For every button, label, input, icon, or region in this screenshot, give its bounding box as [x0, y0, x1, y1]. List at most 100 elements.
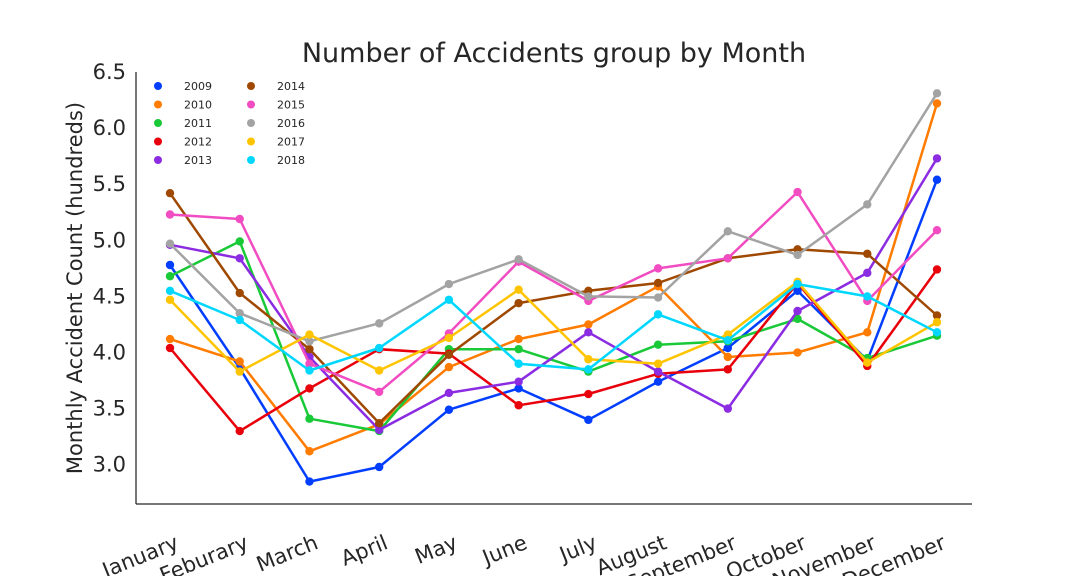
y-tick-label: 5.0: [93, 228, 126, 252]
data-point: [653, 310, 663, 319]
y-axis-label: Monthly Accident Count (hundreds): [63, 102, 87, 474]
data-point: [584, 415, 593, 425]
data-point: [723, 335, 733, 345]
data-point: [444, 388, 454, 398]
legend-item: 2013: [154, 154, 212, 167]
data-point: [235, 237, 244, 246]
legend-item: 2016: [247, 117, 305, 130]
x-tick-label: July: [554, 530, 600, 567]
data-point: [165, 334, 175, 344]
legend-item: 2010: [154, 99, 212, 112]
legend-marker: [247, 156, 255, 164]
data-point: [444, 295, 454, 304]
legend-label: 2014: [277, 80, 305, 93]
data-point: [305, 366, 314, 375]
legend-item: 2018: [247, 154, 305, 167]
data-point: [514, 285, 523, 294]
data-point: [793, 348, 802, 357]
data-point: [653, 359, 663, 368]
y-tick-label: 3.0: [93, 453, 126, 477]
data-point: [932, 226, 942, 235]
data-point: [653, 340, 663, 349]
legend-label: 2011: [184, 117, 212, 130]
data-point: [444, 362, 454, 372]
data-point: [863, 249, 872, 258]
data-point: [305, 477, 314, 486]
data-point: [653, 278, 663, 288]
data-point: [932, 154, 942, 163]
legend-item: 2017: [247, 136, 305, 149]
series-line: [169, 103, 939, 453]
data-point: [514, 401, 523, 410]
data-point: [374, 319, 384, 328]
legend-marker: [154, 156, 162, 164]
data-point: [165, 272, 175, 281]
series-line: [169, 280, 938, 373]
data-point: [305, 384, 314, 393]
data-point: [584, 389, 593, 399]
data-point: [793, 306, 802, 316]
data-point: [653, 293, 663, 302]
x-tick-label: June: [477, 530, 530, 570]
data-point: [793, 314, 802, 324]
series-2013: [165, 154, 942, 435]
data-point: [305, 414, 314, 423]
data-point: [584, 365, 593, 374]
legend-item: 2014: [247, 80, 305, 93]
legend-marker: [247, 100, 255, 109]
legend-marker: [154, 137, 162, 146]
data-point: [235, 367, 244, 376]
y-tick-label: 6.5: [93, 60, 126, 84]
series-line: [169, 268, 939, 433]
data-point: [165, 188, 175, 198]
data-point: [444, 279, 454, 289]
data-point: [374, 387, 384, 396]
data-point: [723, 343, 733, 353]
data-point: [932, 318, 942, 327]
legend-label: 2018: [277, 154, 305, 167]
data-point: [165, 295, 175, 304]
legend-label: 2009: [184, 80, 212, 93]
series-line: [169, 157, 939, 432]
legend-marker: [154, 100, 162, 109]
y-tick-label: 5.5: [93, 172, 126, 196]
legend-label: 2016: [277, 117, 305, 130]
data-point: [863, 328, 872, 337]
data-point: [514, 377, 523, 386]
data-point: [305, 344, 314, 354]
data-point: [235, 357, 244, 366]
data-point: [863, 268, 872, 278]
data-point: [235, 288, 244, 298]
series-2016: [165, 89, 942, 346]
legend-item: 2012: [154, 136, 212, 149]
data-point: [793, 187, 802, 197]
data-point: [374, 462, 384, 472]
data-point: [165, 286, 175, 296]
series-line: [168, 179, 939, 483]
data-point: [723, 227, 733, 236]
y-tick-label: 6.0: [93, 116, 126, 140]
legend-item: 2011: [154, 117, 212, 130]
data-point: [723, 404, 733, 413]
legend-label: 2012: [184, 136, 212, 149]
data-point: [444, 350, 454, 359]
legend-item: 2015: [247, 99, 305, 112]
data-point: [374, 343, 384, 353]
data-point: [723, 365, 733, 374]
data-point: [584, 328, 593, 337]
data-point: [514, 255, 523, 264]
series-line: [169, 190, 938, 394]
data-point: [932, 99, 942, 108]
data-point: [444, 333, 454, 343]
chart-title: Number of Accidents group by Month: [302, 38, 806, 69]
data-point: [165, 239, 175, 248]
data-point: [235, 309, 244, 318]
y-tick-label: 4.5: [93, 284, 126, 308]
legend-marker: [154, 82, 162, 90]
legend-marker: [247, 82, 255, 90]
y-tick-labels: 3.0 3.5 4.0 4.5 5.0 5.5 6.0 6.5: [93, 60, 126, 477]
data-point: [793, 286, 802, 296]
data-point: [235, 315, 244, 325]
legend-marker: [247, 137, 255, 146]
